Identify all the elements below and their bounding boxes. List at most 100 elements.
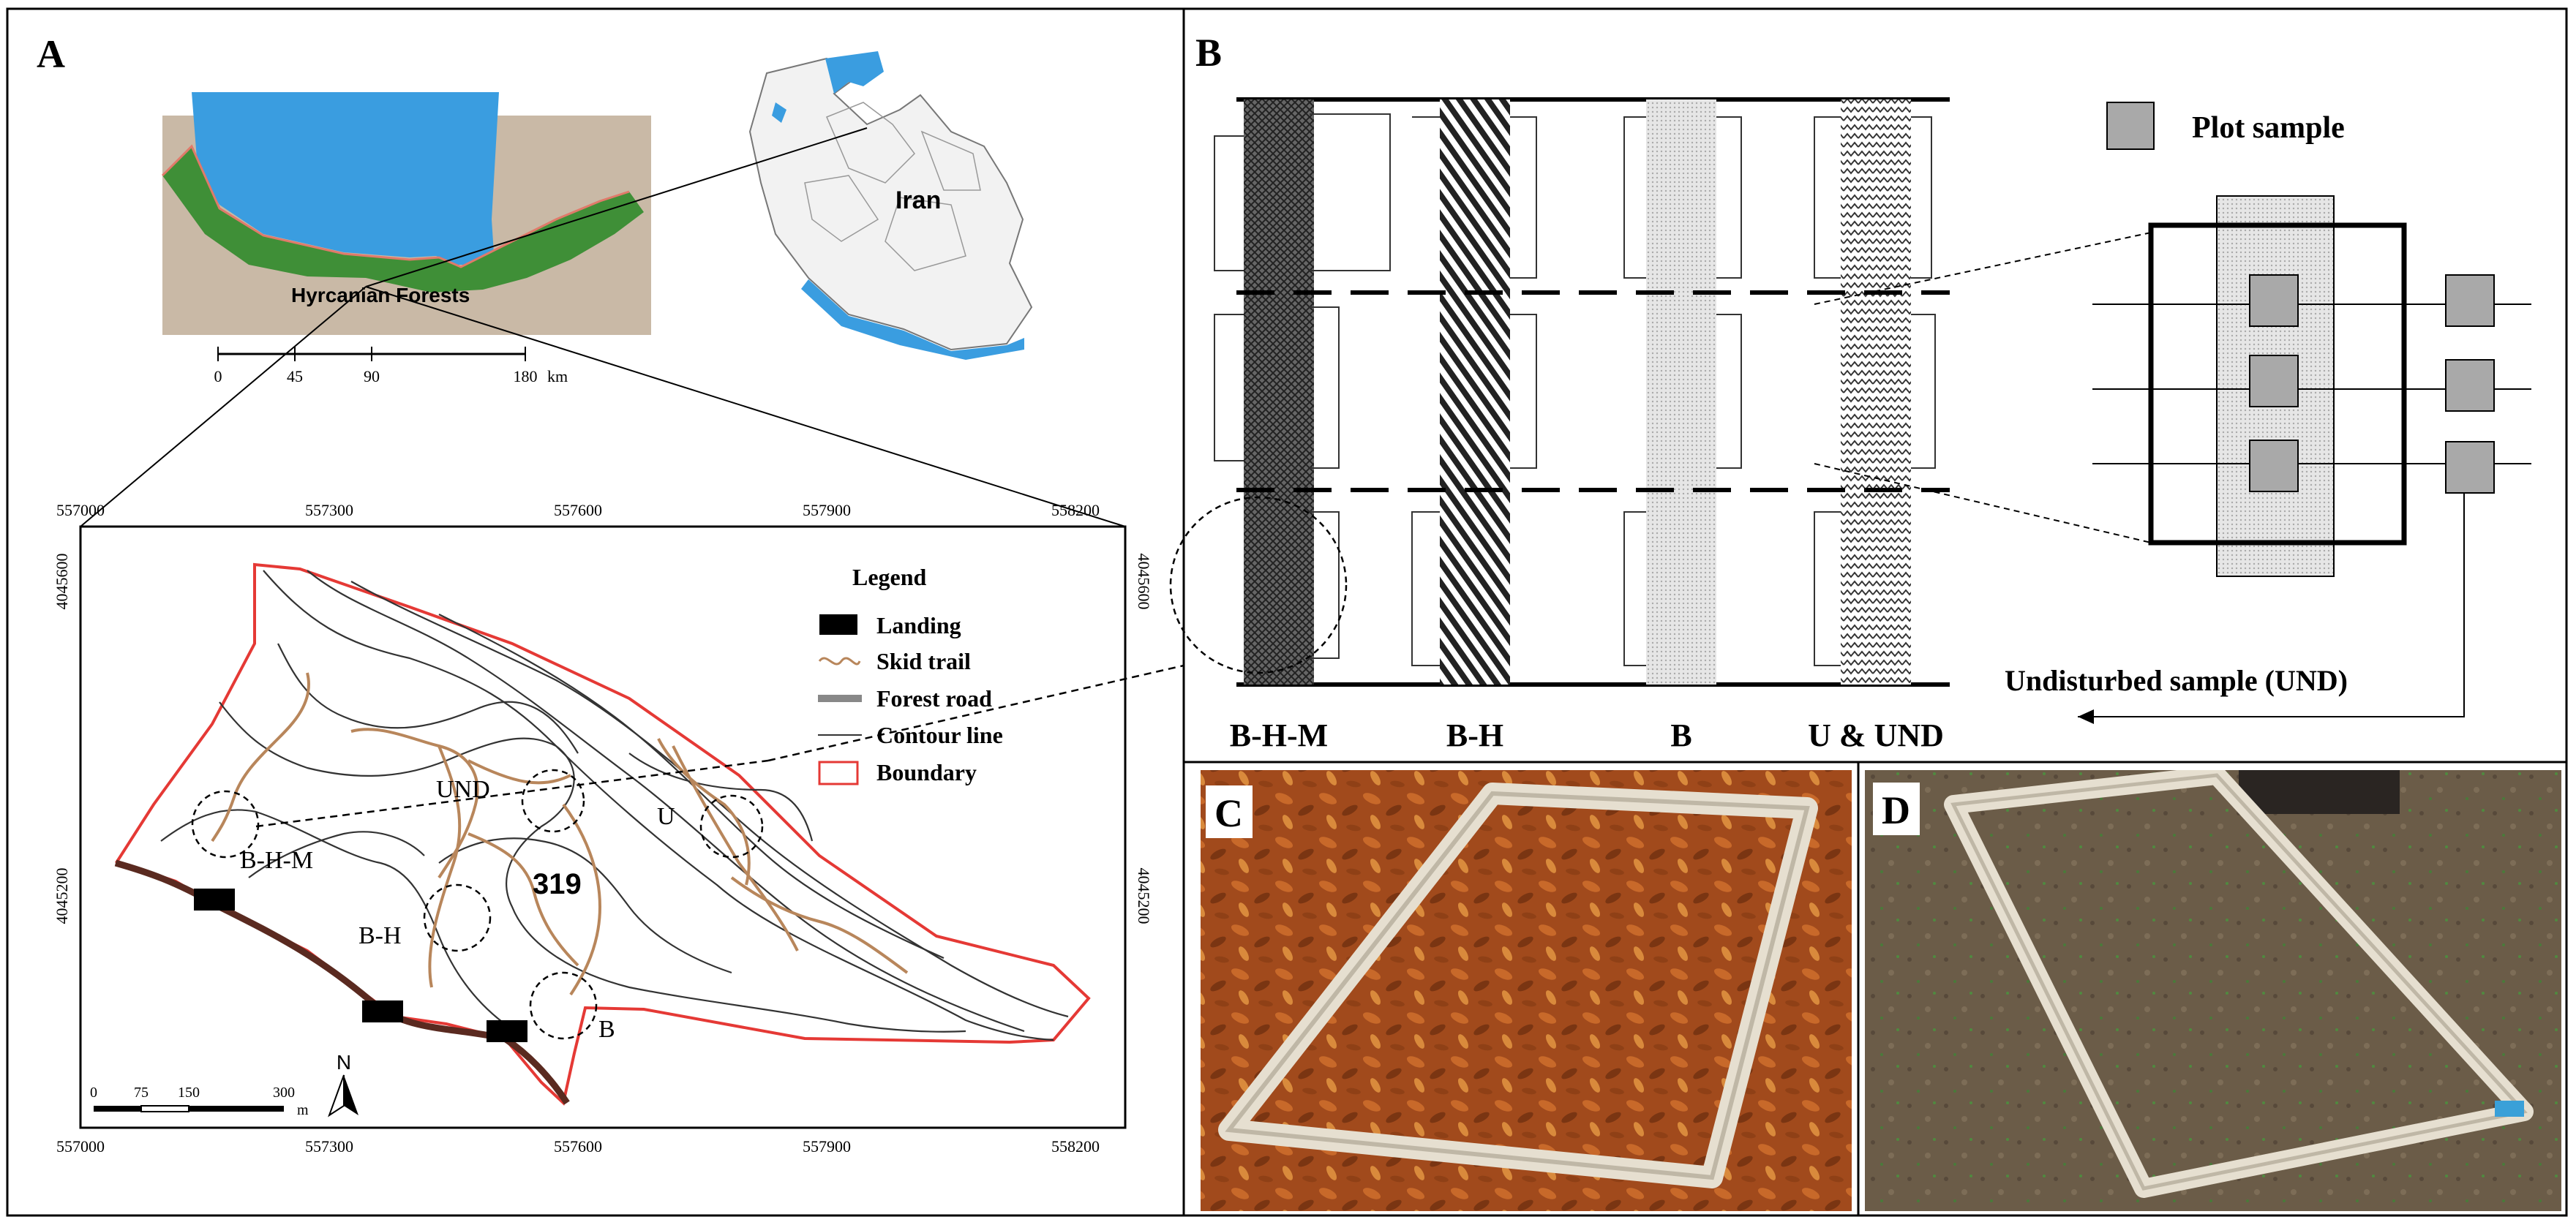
photo-d bbox=[1865, 770, 2561, 1211]
y-tick-left: 4045200 bbox=[53, 868, 71, 924]
x-tick-bottom: 557600 bbox=[554, 1137, 602, 1156]
photo-d-blue-tape bbox=[2495, 1101, 2524, 1117]
y-tick-right: 4045600 bbox=[1135, 554, 1153, 610]
detail-scale-tick: 0 bbox=[90, 1085, 97, 1101]
landing-marker bbox=[194, 889, 235, 911]
detail-map: 557000 557300 557600 557900 558200 55700… bbox=[53, 501, 1184, 1156]
detail-scale-bar: 0 75 150 300 m bbox=[90, 1085, 309, 1118]
panel-d-badge bbox=[1873, 783, 1920, 835]
photo-c-frame-edge bbox=[1225, 791, 1810, 1180]
persian-gulf bbox=[801, 279, 1024, 360]
panel-c-letter: C bbox=[1214, 791, 1243, 835]
strip-u-und bbox=[1841, 99, 1911, 685]
x-tick-top: 557300 bbox=[305, 501, 353, 519]
legend-skid-label: Skid trail bbox=[876, 648, 971, 674]
plot-sample bbox=[2249, 440, 2299, 492]
zoom-line-left bbox=[80, 286, 367, 527]
plot-sample-swatch bbox=[2106, 102, 2155, 150]
strip-b bbox=[1646, 99, 1716, 685]
legend-skid-swatch bbox=[818, 657, 861, 666]
y-tick-right: 4045200 bbox=[1135, 868, 1153, 924]
legend-boundary-swatch bbox=[818, 761, 859, 785]
site-pointer-right bbox=[767, 664, 1184, 762]
site-label-und: UND bbox=[436, 776, 490, 803]
north-arrow: N bbox=[328, 1051, 358, 1117]
panel-d-letter: D bbox=[1882, 788, 1910, 832]
overview-scale-tick: 0 bbox=[214, 367, 222, 385]
iran-provinces bbox=[804, 102, 981, 271]
x-tick-bottom: 558200 bbox=[1051, 1137, 1100, 1156]
x-tick-bottom: 557300 bbox=[305, 1137, 353, 1156]
strip-brackets bbox=[1214, 113, 1936, 666]
caspian-sea bbox=[192, 92, 499, 265]
north-label: N bbox=[337, 1051, 351, 1074]
inset-pointer-line bbox=[365, 127, 868, 287]
enlarged-plot-frame bbox=[2148, 222, 2407, 546]
panel-a-letter: A bbox=[37, 32, 65, 76]
legend-landing-swatch bbox=[819, 614, 857, 635]
iran-outline bbox=[748, 57, 1033, 351]
hyrcanian-label: Hyrcanian Forests bbox=[291, 284, 470, 306]
x-tick-top: 557000 bbox=[56, 501, 105, 519]
site-label-u: U bbox=[657, 803, 675, 830]
photo-c bbox=[1201, 770, 1852, 1211]
plot-sample bbox=[2249, 274, 2299, 327]
strip-bh bbox=[1440, 99, 1510, 685]
iran-caspian bbox=[825, 51, 884, 94]
x-tick-bottom: 557000 bbox=[56, 1137, 105, 1156]
legend-landing-label: Landing bbox=[876, 612, 961, 638]
legend-contour-label: Contour line bbox=[876, 722, 1003, 748]
landing-marker bbox=[362, 1000, 403, 1022]
photo-d-dark-object bbox=[2239, 770, 2400, 814]
overview-scale-tick: 180 bbox=[514, 367, 538, 385]
und-pointer-line bbox=[2078, 493, 2465, 717]
panel-c-badge bbox=[1206, 785, 1253, 838]
detail-scale-unit: m bbox=[297, 1102, 309, 1118]
bhm-highlight-circle bbox=[1169, 496, 1348, 674]
undisturbed-label: Undisturbed sample (UND) bbox=[2005, 664, 2348, 697]
detail-scale-tick: 150 bbox=[178, 1085, 200, 1101]
iran-inset-map: Iran bbox=[748, 51, 1033, 360]
figure-border bbox=[6, 7, 2568, 1217]
site-label-b: B bbox=[598, 1016, 615, 1043]
compartment-label: 319 bbox=[533, 868, 582, 900]
overview-scale-tick: 90 bbox=[364, 367, 380, 385]
design-schematic: B-H-M B-H B U & UND Plot sample Undistur… bbox=[1169, 97, 2531, 753]
landing-marker bbox=[487, 1020, 527, 1042]
panel-b-letter: B bbox=[1195, 31, 1222, 75]
site-label-bhm: B-H-M bbox=[240, 847, 313, 874]
strip-label-bhm: B-H-M bbox=[1230, 717, 1328, 753]
legend-road-label: Forest road bbox=[876, 685, 992, 712]
zoom-dash-bottom bbox=[1814, 463, 2152, 543]
detail-scale-tick: 300 bbox=[273, 1085, 295, 1101]
legend: Legend Landing Skid trail Forest road Co… bbox=[818, 564, 1003, 785]
site-circles bbox=[191, 769, 764, 1040]
plot-sample-label: Plot sample bbox=[2192, 111, 2345, 145]
skid-trails bbox=[211, 672, 909, 996]
zoom-line-right bbox=[365, 286, 1126, 527]
enlarged-plot bbox=[2078, 195, 2531, 724]
overview-map: Hyrcanian Forests 0 45 90 180 km bbox=[161, 92, 651, 385]
und-sample bbox=[2445, 441, 2495, 494]
und-sample bbox=[2445, 359, 2495, 412]
overview-scale-tick: 45 bbox=[287, 367, 303, 385]
legend-title: Legend bbox=[852, 564, 927, 590]
strip-bhm bbox=[1244, 99, 1314, 685]
hyrcanian-forest-belt bbox=[162, 146, 644, 293]
x-tick-bottom: 557900 bbox=[803, 1137, 851, 1156]
x-tick-top: 557900 bbox=[803, 501, 851, 519]
detail-scale-tick: 75 bbox=[134, 1085, 149, 1101]
strip-label-b: B bbox=[1670, 717, 1691, 753]
legend-boundary-label: Boundary bbox=[876, 759, 977, 785]
overview-scale-unit: km bbox=[547, 367, 568, 385]
x-tick-top: 558200 bbox=[1051, 501, 1100, 519]
site-label-bh: B-H bbox=[358, 922, 402, 949]
strip-label-u-und: U & UND bbox=[1808, 717, 1944, 753]
x-tick-top: 557600 bbox=[554, 501, 602, 519]
iran-label: Iran bbox=[895, 186, 941, 214]
plot-sample bbox=[2249, 355, 2299, 407]
strip-label-bh: B-H bbox=[1446, 717, 1503, 753]
y-tick-left: 4045600 bbox=[53, 554, 71, 610]
overview-boundary bbox=[161, 144, 630, 268]
